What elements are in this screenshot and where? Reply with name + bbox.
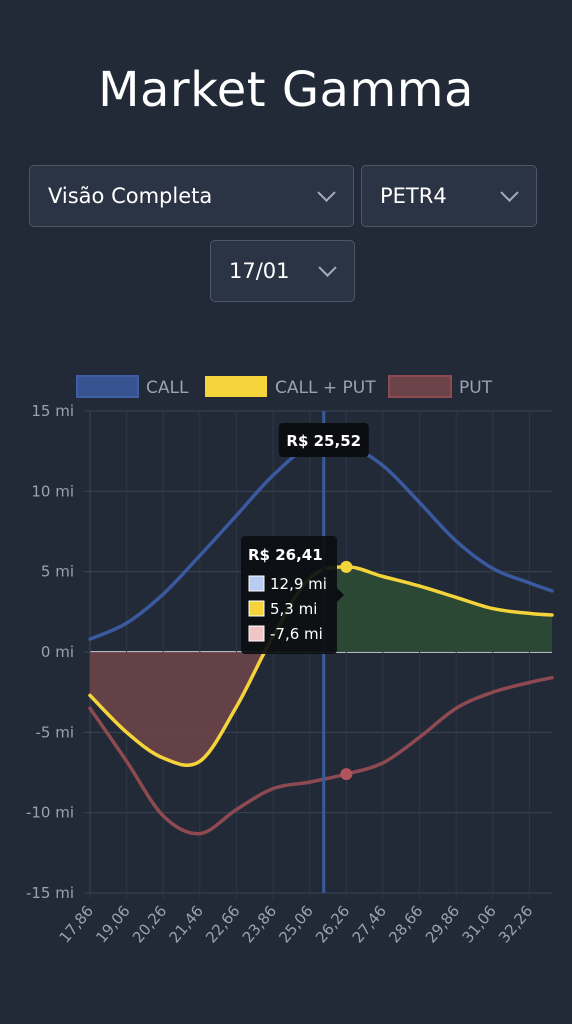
tooltip-value: 12,9 mi [270,575,327,593]
crosshair-label-bg [278,423,369,457]
view-select-value: Visão Completa [48,184,213,208]
tooltip-swatch [248,575,265,592]
x-tick-label: 27,46 [349,902,390,946]
tooltip-value: -7,6 mi [270,625,323,643]
view-select[interactable]: Visão Completa [29,165,354,227]
expiry-select-value: 17/01 [229,259,290,283]
tooltip-swatch [248,600,265,617]
crosshair-label: R$ 25,52 [286,432,361,450]
x-tick-label: 25,06 [275,902,316,946]
tooltip-swatch [248,625,265,642]
tooltip-caret [337,588,344,602]
area-negative [90,652,552,766]
legend-label-put[interactable]: PUT [459,378,493,398]
legend-label-total[interactable]: CALL + PUT [275,378,376,398]
page-title: Market Gamma [98,62,474,118]
x-tick-label: 32,26 [495,902,536,946]
y-tick-label: 5 mi [41,563,74,581]
x-tick-label: 28,66 [385,902,426,946]
y-axis: 15 mi 10 mi 5 mi 0 mi -5 mi -10 mi -15 mi [26,402,74,902]
ticker-select-value: PETR4 [380,184,447,208]
x-tick-label: 19,06 [92,902,133,946]
y-tick-label: -5 mi [35,723,74,741]
legend-swatch-call[interactable] [76,375,139,398]
legend-swatch-put[interactable] [388,375,452,398]
tooltip-bg [241,536,337,654]
hover-point-put [340,768,353,781]
x-tick-label: 26,26 [312,902,353,946]
hover-point-total [340,560,353,573]
expiry-select[interactable]: 17/01 [210,240,355,302]
y-tick-label: 15 mi [31,402,74,420]
tooltip: R$ 26,41 12,9 mi 5,3 mi -7,6 mi [241,536,344,654]
x-tick-label: 17,86 [56,902,97,946]
x-tick-label: 29,86 [422,902,463,946]
ticker-select[interactable]: PETR4 [361,165,537,227]
y-tick-label: 10 mi [31,482,74,500]
legend-label-call[interactable]: CALL [146,378,189,398]
y-tick-label: -15 mi [26,884,74,902]
tooltip-title: R$ 26,41 [248,546,323,564]
tooltip-value: 5,3 mi [270,600,317,618]
x-tick-label: 22,66 [202,902,243,946]
y-tick-label: -10 mi [26,804,74,822]
crosshair: R$ 25,52 [278,411,369,893]
legend-swatch-total[interactable] [205,376,267,397]
y-tick-label: 0 mi [41,643,74,661]
x-axis: 17,8619,0620,2621,4622,6623,8625,0626,26… [56,902,537,946]
x-tick-label: 23,86 [239,902,280,946]
x-tick-label: 21,46 [166,902,207,946]
chart-legend: CALL CALL + PUT PUT [76,375,493,398]
hover-points [340,560,353,781]
x-tick-label: 31,06 [458,902,499,946]
x-tick-label: 20,26 [129,902,170,946]
